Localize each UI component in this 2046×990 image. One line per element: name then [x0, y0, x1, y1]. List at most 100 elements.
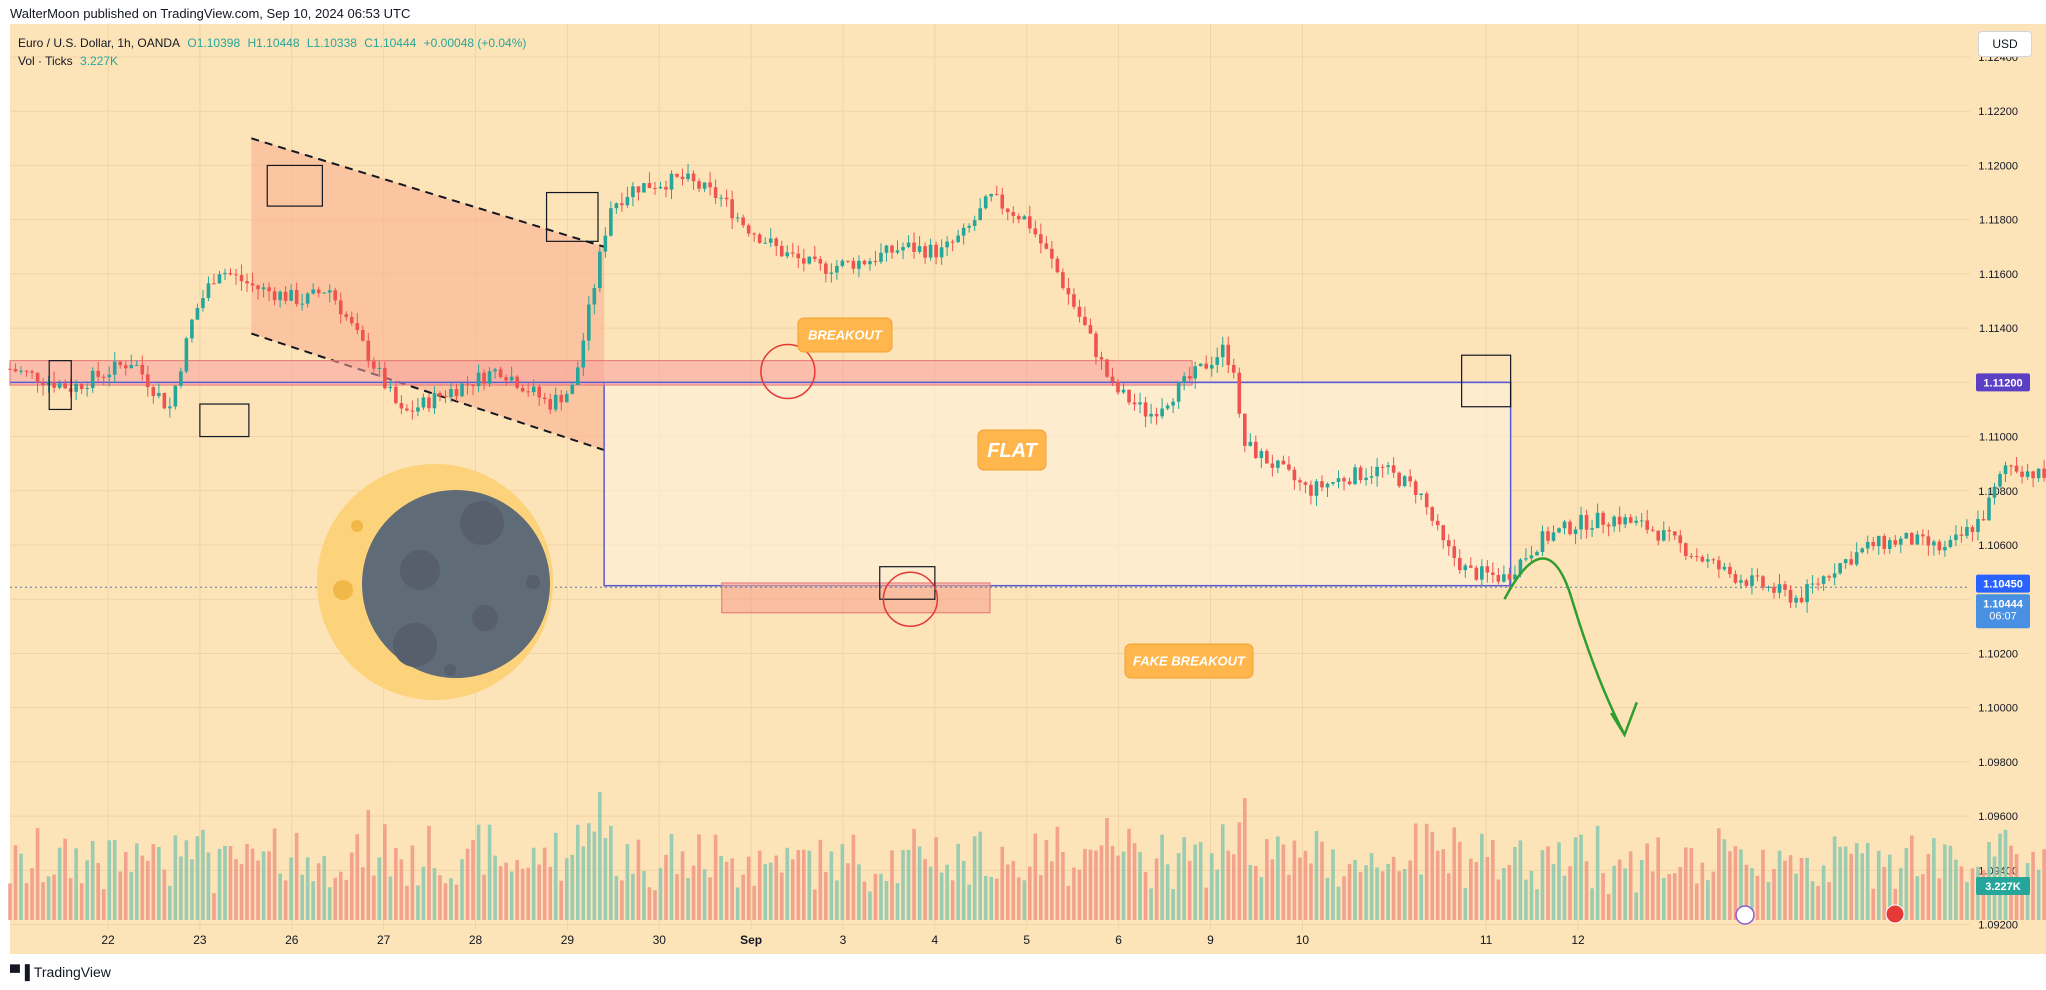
- candle-body: [1970, 527, 1975, 533]
- volume-bar: [1650, 871, 1655, 920]
- volume-bar: [267, 851, 271, 920]
- volume-bar: [1661, 877, 1666, 920]
- volume-bar: [802, 849, 806, 920]
- flat-range-box[interactable]: [603, 381, 1512, 587]
- volume-bar: [1937, 878, 1942, 920]
- volume-bar: [961, 860, 966, 920]
- current-price-badge[interactable]: [1976, 574, 2030, 593]
- symbol-name[interactable]: Euro / U.S. Dollar, 1h, OANDA: [18, 36, 181, 50]
- candle-body: [653, 188, 657, 190]
- candle-body: [1590, 528, 1594, 530]
- volume-bar: [901, 850, 905, 920]
- volume-bar: [1342, 876, 1346, 920]
- breakout-label-box[interactable]: [797, 317, 893, 353]
- candle-body: [1695, 556, 1699, 558]
- footer-brand[interactable]: ▀▐ TradingView: [10, 964, 111, 980]
- level-badge[interactable]: [1976, 373, 2030, 392]
- flat-label-box[interactable]: [977, 429, 1047, 471]
- volume-bar: [1507, 864, 1512, 920]
- candle-body: [1921, 534, 1925, 537]
- moon-crater-icon: [444, 664, 456, 676]
- volume-bar: [553, 832, 558, 920]
- candle-body: [1849, 559, 1853, 565]
- volume-bar: [509, 871, 514, 920]
- candle-body: [1088, 325, 1093, 334]
- volume-badge[interactable]: [1976, 877, 2030, 895]
- last-price-badge[interactable]: [1976, 594, 2030, 629]
- volume-bar: [366, 810, 371, 920]
- volume-bar: [1331, 849, 1335, 920]
- volume-bar: [52, 874, 56, 920]
- highlight-square[interactable]: [48, 360, 72, 411]
- resistance-zone[interactable]: [9, 360, 1193, 386]
- fake-breakout-zone[interactable]: [721, 582, 991, 614]
- highlight-square[interactable]: [266, 164, 323, 207]
- highlight-square[interactable]: [879, 566, 936, 600]
- y-tick-label: 1.09600: [1978, 811, 2018, 823]
- candle-body: [796, 253, 801, 259]
- candle-body: [945, 241, 949, 248]
- candle-body: [857, 260, 861, 269]
- open-value: O1.10398: [187, 36, 241, 50]
- currency-button[interactable]: USD: [1978, 31, 2032, 57]
- candle-body: [1226, 344, 1231, 365]
- level-badge-text: 1.11200: [1983, 377, 2022, 389]
- candle-body: [245, 281, 249, 284]
- volume-label[interactable]: Vol · Ticks: [18, 54, 73, 68]
- candle-body: [730, 199, 734, 219]
- moon-crater-icon: [351, 520, 363, 532]
- chart-legend: Euro / U.S. Dollar, 1h, OANDA O1.10398 H…: [18, 34, 530, 70]
- candle-body: [1794, 597, 1798, 603]
- volume-bar: [1761, 849, 1765, 920]
- x-tick-label: Sep: [740, 933, 762, 947]
- flag-icon[interactable]: [1885, 904, 1905, 924]
- highlight-square[interactable]: [545, 191, 599, 242]
- volume-bar: [1160, 834, 1164, 920]
- candle-body: [1375, 466, 1379, 477]
- volume-bar: [741, 874, 745, 920]
- x-tick-label: 9: [1207, 933, 1214, 947]
- volume-bar: [846, 863, 850, 920]
- projection-arrow[interactable]: [1503, 557, 1626, 736]
- candle-body: [1915, 534, 1920, 545]
- candle-body: [361, 329, 365, 341]
- price-axis[interactable]: [1970, 24, 2046, 954]
- volume-bar: [1595, 825, 1600, 920]
- volume-bar: [487, 824, 492, 920]
- candle-body: [989, 193, 994, 197]
- volume-bar: [79, 883, 84, 920]
- volume-bar: [1397, 871, 1401, 920]
- volume-bar: [90, 840, 95, 920]
- channel-lower-line[interactable]: [251, 332, 605, 452]
- breakout-circle[interactable]: [760, 343, 816, 400]
- lightning-icon[interactable]: [1735, 905, 1755, 925]
- volume-bar: [1298, 857, 1302, 920]
- highlight-square[interactable]: [199, 403, 250, 438]
- volume-bar: [1617, 859, 1622, 920]
- volume-bar: [454, 884, 459, 920]
- candle-body: [96, 370, 100, 377]
- fake-breakout-label-box[interactable]: [1124, 643, 1254, 679]
- fake-breakout-circle[interactable]: [882, 571, 939, 627]
- volume-bar: [768, 862, 773, 920]
- volume-bar: [1876, 850, 1881, 920]
- candle-body: [1761, 576, 1765, 588]
- candle-body: [983, 196, 988, 209]
- volume-bar: [1755, 875, 1760, 920]
- highlight-square[interactable]: [1461, 354, 1512, 408]
- volume-bar: [13, 845, 18, 920]
- volume-bar: [195, 836, 200, 920]
- volume-bar: [217, 848, 222, 920]
- candle-body: [901, 247, 905, 251]
- channel-upper-line[interactable]: [251, 137, 605, 248]
- candle-body: [217, 274, 222, 284]
- candle-body: [1650, 529, 1655, 531]
- moon-crater-icon: [393, 623, 437, 667]
- candle-body: [1028, 216, 1032, 229]
- volume-bar: [950, 880, 955, 920]
- candle-body: [311, 289, 315, 294]
- candle-body: [278, 291, 282, 301]
- volume-bar: [779, 872, 784, 920]
- y-tick-label: 1.10800: [1978, 486, 2018, 498]
